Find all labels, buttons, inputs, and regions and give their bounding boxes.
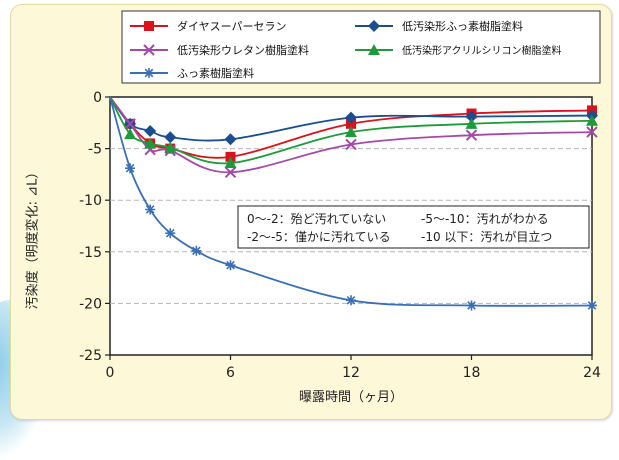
legend-marker [368, 20, 380, 32]
series-3-point [465, 129, 478, 141]
series-1-point [346, 118, 356, 129]
series-4-point [586, 114, 598, 126]
series-2-point [164, 131, 177, 144]
series-4-point [465, 117, 478, 129]
legend-label: ふっ素樹脂塗料 [177, 66, 254, 80]
annotation-line-2: -5〜-10：汚れがわかる [421, 211, 549, 226]
annotation-line-1: 0〜-2：殆ど汚れていない [247, 212, 386, 226]
series-4-point [164, 141, 177, 153]
series-4-point [124, 128, 137, 140]
legend-label: 低汚染形アクリルシリコン樹脂塗料 [402, 44, 562, 57]
series-5-point [346, 295, 356, 306]
legend-box [121, 10, 601, 84]
chart-frame: ダイヤスーパーセラン 低汚染形ふっ素樹脂塗料低汚染形ウレタン樹脂塗料 低汚染形アクリ… [0, 4, 612, 460]
series-5-point [165, 228, 176, 239]
annotation-line-3: -2〜-5：僅かに汚れている [247, 230, 391, 244]
series-5-point [125, 163, 136, 174]
series-5-point [145, 204, 156, 215]
x-tick-label: 0 [106, 365, 115, 381]
y-tick-label: -10 [79, 193, 102, 209]
series-3-point [124, 118, 136, 130]
series-line-5 [109, 96, 593, 307]
legend-marker [144, 21, 154, 31]
series-4-point [345, 126, 357, 138]
series-2-point [144, 125, 157, 138]
x-tick-label: 12 [342, 365, 360, 381]
series-2-point [465, 110, 478, 123]
annotation-box [237, 205, 590, 249]
series-5-point [587, 300, 597, 311]
legend-marker [368, 44, 380, 55]
annotation-line-4: -10 以下：汚れが目立つ [421, 229, 552, 244]
y-tick-label: -25 [79, 348, 102, 364]
series-3-point [224, 166, 237, 179]
series-3-point [586, 126, 598, 138]
series-2-point [224, 133, 237, 146]
y-axis-title: 汚染度（明度変化: ⊿L） [25, 165, 41, 310]
series-3-point [345, 138, 357, 151]
series-group [109, 96, 598, 311]
legend-label: 低汚染形ふっ素樹脂塗料 [402, 19, 523, 33]
axis-ticks: 0-5-10-15-20-250 6 12 18 24 [79, 90, 601, 381]
series-2-point [345, 111, 357, 124]
x-tick-label: 6 [226, 365, 235, 381]
series-4-point [224, 157, 237, 169]
y-tick-label: -5 [88, 142, 102, 158]
y-tick-label: -15 [79, 245, 102, 261]
series-5-point [466, 300, 477, 311]
x-tick-label: 24 [583, 365, 601, 381]
legend-marker [144, 68, 154, 78]
y-tick-label: 0 [93, 90, 102, 106]
x-axis-title: 曝露時間（ヶ月） [299, 390, 403, 405]
series-5-point [191, 245, 202, 256]
series-5-point [225, 260, 236, 271]
legend-label: 低汚染形ウレタン樹脂塗料 [177, 43, 309, 57]
legend-marker [143, 44, 155, 56]
legend-label: ダイヤスーパーセラン [177, 19, 287, 33]
x-tick-label: 18 [463, 365, 481, 381]
series-4-point [144, 137, 157, 149]
series-1-point [225, 151, 236, 162]
y-tick-label: -20 [79, 296, 102, 312]
